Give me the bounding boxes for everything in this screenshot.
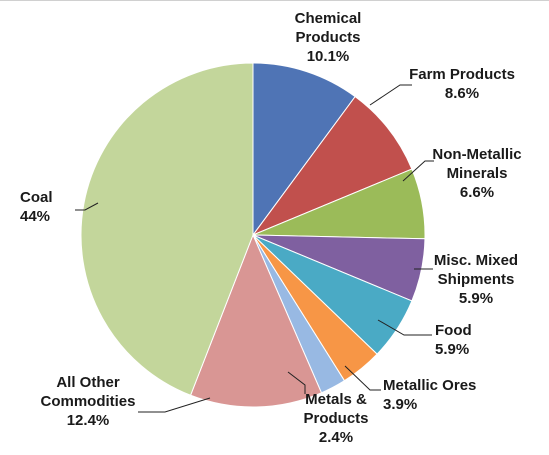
slice-percent: 44% [20,208,50,225]
slice-label-chemical-products: Chemical Products 10.1% [295,10,362,65]
leader-line-all-other-commodities [138,397,211,413]
slice-label-line: Misc. Mixed [434,252,518,269]
slice-label-line: Metallic Ores [383,377,476,394]
slice-label-line: Coal [20,189,53,206]
slice-label-non-metallic-minerals: Non-Metallic Minerals 6.6% [432,146,521,201]
pie-slice-farm-products [251,95,413,237]
leader-line-metallic-ores [344,365,381,391]
slice-label-all-other-commodities: All Other Commodities 12.4% [40,374,135,429]
slice-labels: Chemical Products 10.1% Farm Products 8.6% No… [20,10,522,446]
slice-label-line: Products [303,410,368,427]
pie-slice-all-other-commodities [189,233,323,408]
pie-slices [80,62,426,408]
slice-label-line: Minerals [447,165,508,182]
leader-lines [75,84,434,413]
slice-percent: 5.9% [459,290,493,307]
slice-label-line: Non-Metallic [432,146,521,163]
slice-percent: 2.4% [319,429,353,446]
slice-percent: 12.4% [67,412,110,429]
pie-slice-coal [80,62,254,396]
slice-label-metallic-ores: Metallic Ores 3.9% [383,377,476,413]
leader-line-coal [75,202,99,211]
leader-line-farm-products [369,84,412,106]
slice-label-line: Food [435,322,472,339]
slice-label-line: Products [295,29,360,46]
slice-percent: 3.9% [383,396,417,413]
slice-percent: 10.1% [307,48,350,65]
slice-label-coal: Coal 44% [20,189,53,225]
slice-label-farm-products: Farm Products 8.6% [409,66,515,102]
pie-slice-chemical-products [252,62,356,237]
slice-percent: 5.9% [435,341,469,358]
slice-label-food: Food 5.9% [435,322,472,358]
slice-percent: 8.6% [445,85,479,102]
leader-line-food [377,319,432,336]
slice-label-misc-mixed-shipments: Misc. Mixed Shipments 5.9% [434,252,518,307]
leader-line-metals-and-products [287,371,306,394]
slice-label-line: Farm Products [409,66,515,83]
slice-label-metals-and-products: Metals & Products 2.4% [303,391,368,446]
slice-label-line: Commodities [40,393,135,410]
slice-label-line: All Other [56,374,120,391]
leader-line-non-metallic-minerals [402,160,434,182]
slice-label-line: Shipments [438,271,515,288]
slice-percent: 6.6% [460,184,494,201]
slice-label-line: Chemical [295,10,362,27]
slice-label-line: Metals & [305,391,367,408]
